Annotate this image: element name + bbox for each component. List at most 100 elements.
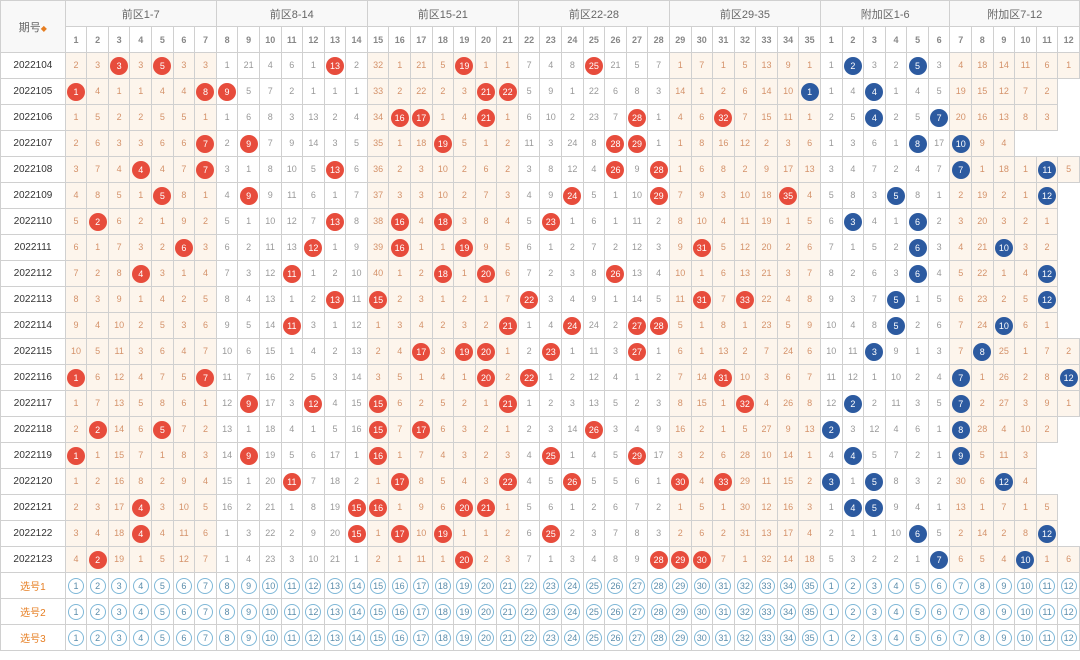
selector-ball[interactable]: 10	[262, 630, 278, 646]
selector-ball[interactable]: 22	[521, 604, 537, 620]
selector-cell[interactable]: 3	[108, 625, 130, 651]
selector-ball[interactable]: 17	[413, 604, 429, 620]
selector-ball[interactable]: 4	[888, 630, 904, 646]
selector-ball[interactable]: 9	[996, 604, 1012, 620]
selector-ball[interactable]: 26	[607, 578, 623, 594]
selector-cell[interactable]: 29	[669, 573, 691, 599]
selector-cell[interactable]: 12	[1058, 599, 1080, 625]
selector-ball[interactable]: 7	[953, 630, 969, 646]
selector-cell[interactable]: 9	[238, 599, 260, 625]
selector-ball[interactable]: 28	[651, 630, 667, 646]
selector-cell[interactable]: 14	[346, 599, 368, 625]
selector-cell[interactable]: 22	[518, 625, 540, 651]
selector-ball[interactable]: 15	[370, 604, 386, 620]
selector-cell[interactable]: 6	[928, 599, 950, 625]
selector-ball[interactable]: 14	[349, 578, 365, 594]
selector-ball[interactable]: 14	[349, 630, 365, 646]
selector-ball[interactable]: 7	[953, 578, 969, 594]
selector-cell[interactable]: 33	[756, 625, 778, 651]
selector-cell[interactable]: 23	[540, 599, 562, 625]
selector-cell[interactable]: 10	[259, 573, 281, 599]
selector-ball[interactable]: 25	[586, 630, 602, 646]
selector-ball[interactable]: 25	[586, 604, 602, 620]
selector-cell[interactable]: 8	[972, 625, 994, 651]
selector-ball[interactable]: 11	[284, 630, 300, 646]
selector-cell[interactable]: 15	[367, 573, 389, 599]
selector-cell[interactable]: 12	[303, 599, 325, 625]
selector-cell[interactable]: 13	[324, 573, 346, 599]
selector-cell[interactable]: 13	[324, 625, 346, 651]
selector-ball[interactable]: 10	[262, 604, 278, 620]
selector-cell[interactable]: 8	[972, 599, 994, 625]
selector-ball[interactable]: 24	[564, 578, 580, 594]
selector-ball[interactable]: 9	[996, 578, 1012, 594]
selector-ball[interactable]: 3	[111, 630, 127, 646]
selector-cell[interactable]: 23	[540, 625, 562, 651]
selector-ball[interactable]: 31	[715, 604, 731, 620]
selector-cell[interactable]: 20	[475, 573, 497, 599]
sort-icon[interactable]: ◆	[41, 24, 47, 33]
selector-ball[interactable]: 4	[133, 604, 149, 620]
selector-cell[interactable]: 4	[885, 625, 907, 651]
selector-ball[interactable]: 5	[910, 630, 926, 646]
selector-ball[interactable]: 30	[694, 604, 710, 620]
selector-cell[interactable]: 30	[691, 573, 713, 599]
selector-ball[interactable]: 13	[327, 578, 343, 594]
selector-cell[interactable]: 3	[108, 573, 130, 599]
selector-cell[interactable]: 10	[259, 599, 281, 625]
selector-ball[interactable]: 23	[543, 630, 559, 646]
selector-ball[interactable]: 8	[974, 630, 990, 646]
selector-ball[interactable]: 21	[500, 630, 516, 646]
selector-ball[interactable]: 11	[284, 578, 300, 594]
selector-cell[interactable]: 8	[216, 599, 238, 625]
selector-cell[interactable]: 6	[173, 599, 195, 625]
selector-cell[interactable]: 7	[195, 625, 217, 651]
selector-ball[interactable]: 13	[327, 630, 343, 646]
selector-ball[interactable]: 20	[478, 604, 494, 620]
selector-cell[interactable]: 8	[216, 625, 238, 651]
selector-cell[interactable]: 33	[756, 573, 778, 599]
selector-ball[interactable]: 1	[68, 630, 84, 646]
selector-cell[interactable]: 20	[475, 625, 497, 651]
selector-ball[interactable]: 33	[759, 604, 775, 620]
selector-ball[interactable]: 35	[802, 578, 818, 594]
selector-cell[interactable]: 30	[691, 625, 713, 651]
selector-ball[interactable]: 26	[607, 630, 623, 646]
selector-cell[interactable]: 11	[1036, 625, 1058, 651]
selector-cell[interactable]: 11	[1036, 599, 1058, 625]
selector-ball[interactable]: 1	[68, 604, 84, 620]
selector-cell[interactable]: 6	[173, 625, 195, 651]
selector-ball[interactable]: 6	[176, 578, 192, 594]
selector-ball[interactable]: 21	[500, 578, 516, 594]
selector-ball[interactable]: 7	[197, 604, 213, 620]
selector-cell[interactable]: 5	[152, 599, 174, 625]
selector-cell[interactable]: 12	[303, 573, 325, 599]
selector-ball[interactable]: 23	[543, 578, 559, 594]
selector-cell[interactable]: 35	[799, 625, 821, 651]
selector-cell[interactable]: 29	[669, 599, 691, 625]
selector-ball[interactable]: 1	[823, 630, 839, 646]
selector-cell[interactable]: 3	[864, 573, 886, 599]
selector-cell[interactable]: 5	[907, 625, 929, 651]
selector-ball[interactable]: 24	[564, 630, 580, 646]
selector-cell[interactable]: 2	[842, 599, 864, 625]
selector-ball[interactable]: 29	[672, 578, 688, 594]
selector-ball[interactable]: 3	[866, 578, 882, 594]
selector-cell[interactable]: 5	[152, 573, 174, 599]
selector-cell[interactable]: 16	[389, 599, 411, 625]
selector-cell[interactable]: 7	[950, 625, 972, 651]
selector-cell[interactable]: 22	[518, 599, 540, 625]
selector-ball[interactable]: 2	[845, 630, 861, 646]
selector-cell[interactable]: 1	[820, 625, 842, 651]
selector-cell[interactable]: 3	[864, 625, 886, 651]
selector-ball[interactable]: 11	[284, 604, 300, 620]
selector-ball[interactable]: 33	[759, 630, 775, 646]
selector-ball[interactable]: 35	[802, 630, 818, 646]
selector-cell[interactable]: 19	[454, 573, 476, 599]
selector-cell[interactable]: 10	[1015, 599, 1037, 625]
selector-cell[interactable]: 25	[583, 573, 605, 599]
selector-cell[interactable]: 17	[410, 599, 432, 625]
selector-cell[interactable]: 24	[562, 573, 584, 599]
selector-cell[interactable]: 16	[389, 573, 411, 599]
selector-ball[interactable]: 15	[370, 630, 386, 646]
